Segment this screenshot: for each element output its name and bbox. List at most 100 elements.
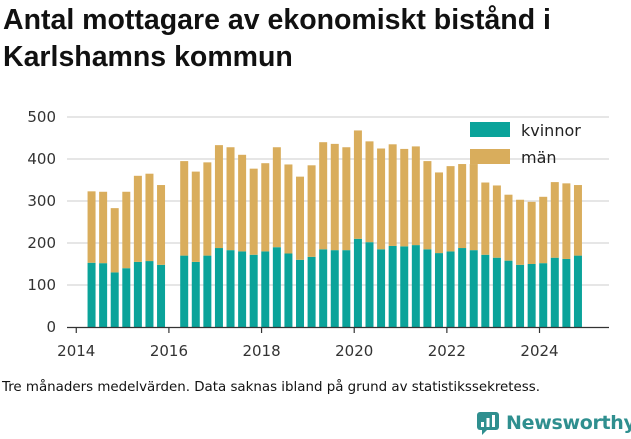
bar-man — [516, 199, 525, 265]
bar-kvinnor — [145, 261, 154, 327]
bar-man — [319, 142, 328, 250]
bar-man — [423, 161, 432, 250]
bar-man — [226, 147, 235, 251]
bar-man — [365, 141, 374, 243]
y-tick-label: 0 — [46, 318, 56, 336]
y-tick-label: 100 — [27, 276, 56, 294]
bar-man — [87, 191, 96, 263]
bar-man — [214, 145, 223, 249]
bar-man — [353, 130, 362, 239]
bar-man — [307, 165, 316, 257]
bar-kvinnor — [365, 242, 374, 327]
bar-man — [249, 168, 258, 255]
bar-kvinnor — [388, 245, 397, 327]
bar-kvinnor — [353, 238, 362, 327]
bar-man — [145, 173, 154, 262]
bar-kvinnor — [238, 251, 247, 327]
bar-man — [284, 164, 293, 254]
y-tick-label: 500 — [27, 108, 56, 126]
bar-man — [434, 172, 443, 254]
bar-man — [296, 176, 305, 260]
bar-kvinnor — [342, 250, 351, 327]
bar-man — [99, 191, 108, 264]
bar-kvinnor — [446, 251, 455, 327]
x-tick-label: 2022 — [428, 342, 466, 360]
bar-kvinnor — [504, 260, 513, 327]
bar-kvinnor — [516, 264, 525, 327]
bar-kvinnor — [261, 251, 270, 327]
bar-kvinnor — [562, 258, 571, 327]
bar-man — [411, 146, 420, 246]
bar-kvinnor — [203, 255, 212, 327]
legend-swatch-kvinnor — [470, 122, 510, 137]
bar-kvinnor — [214, 248, 223, 327]
bar-kvinnor — [377, 249, 386, 327]
legend-label-kvinnor: kvinnor — [521, 121, 581, 140]
bar-kvinnor — [87, 262, 96, 327]
bar-man — [110, 208, 119, 273]
bar-series — [87, 130, 582, 327]
x-tick-label: 2024 — [520, 342, 558, 360]
x-tick-label: 2018 — [242, 342, 280, 360]
bar-kvinnor — [191, 261, 200, 327]
bar-man — [342, 147, 351, 251]
bar-kvinnor — [122, 268, 131, 327]
bar-man — [180, 161, 189, 256]
bar-kvinnor — [296, 259, 305, 327]
bar-man — [191, 171, 200, 262]
bar-kvinnor — [411, 245, 420, 327]
bar-man — [573, 185, 582, 256]
bar-kvinnor — [249, 254, 258, 327]
bar-man — [261, 163, 270, 252]
x-tick-label: 2020 — [335, 342, 373, 360]
legend-label-man: män — [521, 148, 557, 167]
bar-kvinnor — [527, 264, 536, 327]
x-tick-label: 2016 — [150, 342, 188, 360]
bar-man — [469, 164, 478, 251]
bar-man — [504, 194, 513, 261]
bar-man — [539, 196, 548, 264]
bar-man — [122, 191, 131, 269]
legend-swatch-man — [470, 149, 510, 164]
bar-kvinnor — [319, 249, 328, 327]
bar-kvinnor — [458, 248, 467, 327]
bar-kvinnor — [272, 247, 281, 327]
bar-kvinnor — [226, 250, 235, 327]
bar-man — [388, 144, 397, 246]
bar-kvinnor — [492, 257, 501, 327]
bar-man — [458, 164, 467, 249]
bar-man — [550, 182, 559, 258]
legend: kvinnor män — [470, 121, 581, 167]
bar-kvinnor — [434, 253, 443, 327]
y-tick-label: 300 — [27, 192, 56, 210]
bar-kvinnor — [539, 263, 548, 327]
bar-man — [133, 175, 142, 262]
bar-man — [481, 182, 490, 255]
bar-man — [377, 148, 386, 250]
y-tick-label: 400 — [27, 150, 56, 168]
bar-man — [203, 162, 212, 256]
bar-man — [238, 154, 247, 252]
newsworthy-logo: Newsworthy — [476, 408, 631, 438]
bar-kvinnor — [469, 250, 478, 327]
bar-kvinnor — [180, 255, 189, 327]
axes: 0 100 200 300 400 500 2014 2016 2018 2020 2022 2024 — [27, 108, 609, 360]
x-tick-label: 2014 — [57, 342, 95, 360]
bar-kvinnor — [99, 263, 108, 327]
bar-kvinnor — [307, 256, 316, 327]
bar-kvinnor — [550, 257, 559, 327]
bar-man — [562, 183, 571, 259]
brand-name: Newsworthy — [506, 412, 631, 434]
newsworthy-logo-icon — [477, 412, 499, 435]
bar-kvinnor — [284, 253, 293, 327]
y-tick-label: 200 — [27, 234, 56, 252]
bar-man — [446, 166, 455, 252]
bar-kvinnor — [133, 261, 142, 327]
bar-kvinnor — [330, 250, 339, 327]
footnote: Tre månaders medelvärden. Data saknas ib… — [2, 380, 540, 395]
bar-kvinnor — [573, 255, 582, 327]
bar-man — [272, 147, 281, 248]
bar-man — [527, 201, 536, 264]
bar-man — [330, 143, 339, 251]
